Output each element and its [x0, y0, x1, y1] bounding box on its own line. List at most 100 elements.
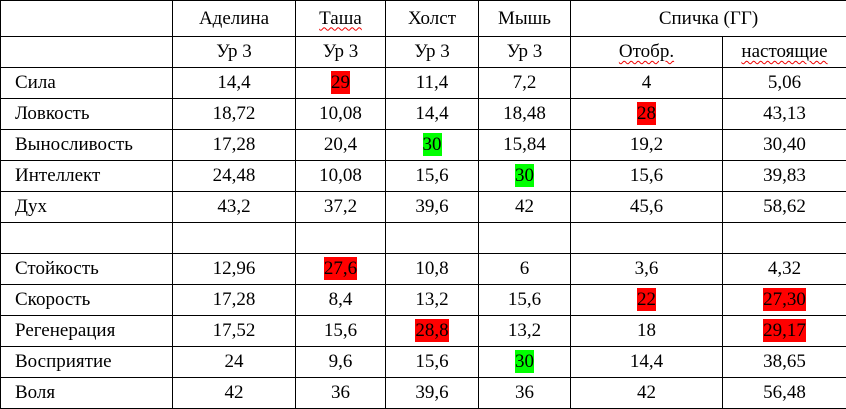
value-cell: 10,08 — [296, 99, 386, 130]
value-cell: 42 — [571, 378, 723, 409]
value-cell: 39,6 — [386, 378, 479, 409]
value: 7,2 — [513, 72, 537, 93]
highlighted-value: 30 — [423, 133, 442, 156]
value-cell: 10,08 — [296, 161, 386, 192]
value-cell: 42 — [173, 378, 296, 409]
value-cell: 12,96 — [173, 254, 296, 285]
empty-cell — [173, 223, 296, 254]
value-cell: 14,4 — [386, 99, 479, 130]
value-cell: 18,72 — [173, 99, 296, 130]
value-cell: 17,28 — [173, 285, 296, 316]
value: 4,32 — [768, 258, 801, 279]
value-cell: 38,65 — [723, 347, 846, 378]
value-cell: 22 — [571, 285, 723, 316]
row-label-cell: Выносливость — [1, 130, 173, 161]
value: 38,65 — [763, 351, 806, 372]
value: 37,2 — [324, 196, 357, 217]
highlighted-value: 29 — [331, 71, 350, 94]
value: 24 — [225, 351, 244, 372]
value-cell: 28,8 — [386, 316, 479, 347]
value-cell: 20,4 — [296, 130, 386, 161]
row-label-cell: Дух — [1, 192, 173, 223]
value-cell: 43,13 — [723, 99, 846, 130]
value-cell: 15,6 — [571, 161, 723, 192]
value-cell: 56,48 — [723, 378, 846, 409]
value-cell: 28 — [571, 99, 723, 130]
row-label-cell: Ловкость — [1, 99, 173, 130]
value-cell: 58,62 — [723, 192, 846, 223]
value-cell: 29 — [296, 68, 386, 99]
value: 18,48 — [503, 103, 546, 124]
highlighted-value: 28 — [637, 102, 656, 125]
value: 20,4 — [324, 134, 357, 155]
subheader-text: Ур 3 — [414, 41, 450, 62]
value: 4 — [642, 72, 652, 93]
value-cell: 30 — [479, 161, 571, 192]
value: 15,6 — [415, 351, 448, 372]
subheader-cell: настоящие — [723, 37, 846, 68]
value: 15,6 — [324, 320, 357, 341]
value-cell: 45,6 — [571, 192, 723, 223]
row-label: Скорость — [15, 289, 90, 310]
value: 17,28 — [213, 134, 256, 155]
subheader-cell: Ур 3 — [296, 37, 386, 68]
row-label-cell: Регенерация — [1, 316, 173, 347]
value-cell: 27,30 — [723, 285, 846, 316]
subheader-text: Отобр. — [619, 41, 674, 62]
value-cell: 9,6 — [296, 347, 386, 378]
value-cell: 15,6 — [386, 161, 479, 192]
value: 10,8 — [415, 258, 448, 279]
highlighted-value: 27,30 — [763, 288, 806, 311]
value-cell: 39,6 — [386, 192, 479, 223]
value: 13,2 — [508, 320, 541, 341]
value: 42 — [515, 196, 534, 217]
value: 6 — [520, 258, 530, 279]
value: 42 — [225, 382, 244, 403]
value: 30,40 — [763, 134, 806, 155]
row-label: Восприятие — [15, 351, 112, 372]
row-label: Регенерация — [15, 320, 115, 341]
value: 18 — [637, 320, 656, 341]
value: 14,4 — [217, 72, 250, 93]
value: 9,6 — [329, 351, 353, 372]
value: 39,83 — [763, 165, 806, 186]
value-cell: 39,83 — [723, 161, 846, 192]
value-cell: 13,2 — [479, 316, 571, 347]
row-label-cell: Воля — [1, 378, 173, 409]
value-cell: 5,06 — [723, 68, 846, 99]
value-cell: 4,32 — [723, 254, 846, 285]
empty-cell — [296, 223, 386, 254]
value-cell: 15,84 — [479, 130, 571, 161]
value-cell: 17,28 — [173, 130, 296, 161]
value: 3,6 — [635, 258, 659, 279]
value: 15,6 — [415, 165, 448, 186]
row-label-cell: Сила — [1, 68, 173, 99]
highlighted-value: 28,8 — [415, 319, 448, 342]
value: 12,96 — [213, 258, 256, 279]
subheader-text: Ур 3 — [323, 41, 359, 62]
empty-cell — [723, 223, 846, 254]
value: 39,6 — [415, 382, 448, 403]
value: 43,2 — [217, 196, 250, 217]
value-cell: 42 — [479, 192, 571, 223]
row-label: Выносливость — [15, 134, 133, 155]
value: 5,06 — [768, 72, 801, 93]
value: 36 — [331, 382, 350, 403]
value: 13,2 — [415, 289, 448, 310]
value-cell: 6 — [479, 254, 571, 285]
value: 17,52 — [213, 320, 256, 341]
value-cell: 19,2 — [571, 130, 723, 161]
highlighted-value: 22 — [637, 288, 656, 311]
value-cell: 10,8 — [386, 254, 479, 285]
row-label: Ловкость — [15, 103, 90, 124]
header-cell: Таша — [296, 1, 386, 37]
value: 24,48 — [213, 165, 256, 186]
